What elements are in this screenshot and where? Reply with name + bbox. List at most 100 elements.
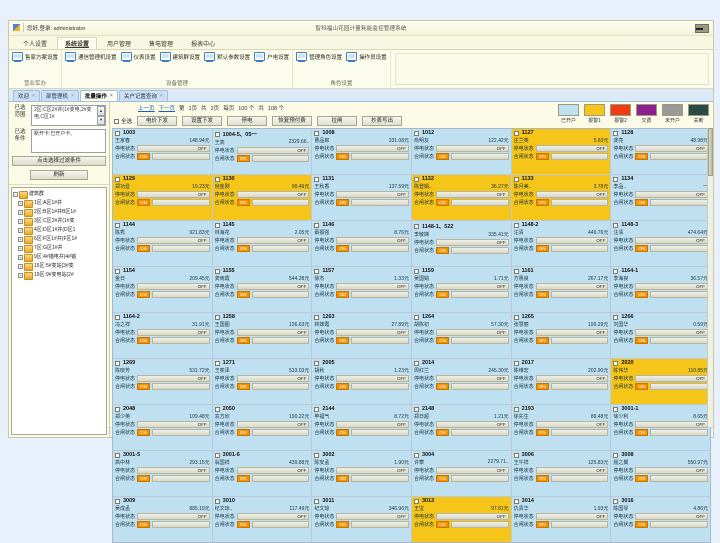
meter-cell[interactable]: 1266 刘国华 0.59元 停电状态 OFF 合闸状态 ON bbox=[611, 313, 710, 358]
window-controls-button[interactable]: ▬ bbox=[695, 24, 709, 33]
tree-node[interactable]: + 2区:B区1#井B区1# bbox=[13, 208, 105, 217]
meter-cell[interactable]: 1146 蔡振强 8.76元 停电状态 OFF 合闸状态 ON bbox=[312, 221, 411, 266]
ribbon-button-default-params[interactable]: 默认参数设置 bbox=[204, 52, 250, 62]
chevron-down-icon[interactable]: ▼ bbox=[97, 115, 105, 125]
meter-cell[interactable]: 1145 林海花 2.05元 停电状态 OFF 合闸状态 ON bbox=[212, 221, 312, 266]
tree-node[interactable]: + 3区:C区2#井(1#变 bbox=[13, 217, 105, 226]
checkbox-icon[interactable] bbox=[413, 498, 419, 504]
condition-value[interactable]: 新开卡:已开户卡, bbox=[31, 129, 106, 153]
doc-tab-batch-operation[interactable]: 批量操作 × bbox=[79, 90, 118, 101]
tree-toggle-icon[interactable]: + bbox=[18, 201, 23, 206]
tree-toggle-icon[interactable]: + bbox=[18, 264, 23, 269]
checkbox-icon[interactable] bbox=[114, 118, 119, 124]
ribbon-tab-users[interactable]: 用户管理 bbox=[107, 42, 132, 48]
checkbox-icon[interactable] bbox=[413, 130, 419, 136]
tree-toggle-icon[interactable]: + bbox=[18, 237, 23, 242]
prev-page-link[interactable]: 上一页 bbox=[138, 106, 155, 112]
meter-cell[interactable]: 1263 林妹霞 27.89元 停电状态 OFF 合闸状态 ON bbox=[312, 313, 411, 358]
checkbox-icon[interactable] bbox=[214, 452, 220, 458]
meter-cell[interactable]: 1012 俞明友 122.42元 停电状态 OFF 合闸状态 ON bbox=[411, 129, 511, 174]
checkbox-icon[interactable] bbox=[613, 314, 619, 320]
meter-cell[interactable]: 1154 金日 209.45元 停电状态 OFF 合闸状态 ON bbox=[113, 267, 212, 312]
button-export-meter[interactable]: 抄表写出 bbox=[362, 116, 403, 126]
meter-cell[interactable]: 3006 王午祥 125.83元 停电状态 OFF 合闸状态 ON bbox=[511, 451, 611, 496]
meter-cell[interactable]: 1157 徐杰 1.33元 停电状态 OFF 合闸状态 ON bbox=[312, 267, 411, 312]
checkbox-icon[interactable] bbox=[115, 406, 120, 412]
meter-cell[interactable]: 3014 仇贵华 1.93元 停电状态 OFF 合闸状态 ON bbox=[511, 497, 611, 542]
checkbox-icon[interactable] bbox=[613, 406, 619, 412]
meter-cell[interactable]: 1265 张慧丽 199.29元 停电状态 OFF 合闸状态 ON bbox=[511, 313, 611, 358]
tree-node[interactable]: + 9区:4#锚电井(4#锚 bbox=[13, 253, 105, 262]
meter-cell[interactable]: 3001-5 高中林 293.15元 停电状态 OFF 合闸状态 ON bbox=[113, 451, 212, 496]
tree-toggle-icon[interactable]: + bbox=[18, 246, 23, 251]
checkbox-icon[interactable] bbox=[214, 176, 220, 182]
checkbox-icon[interactable] bbox=[613, 360, 619, 366]
meter-cell[interactable]: 2144 苹福气 8.72元 停电状态 OFF 合闸状态 ON bbox=[312, 405, 411, 450]
checkbox-icon[interactable] bbox=[314, 406, 320, 412]
checkbox-icon[interactable] bbox=[115, 314, 120, 320]
checkbox-icon[interactable] bbox=[413, 176, 419, 182]
tree-node[interactable]: + 19区:9#变电站(2# bbox=[13, 271, 105, 280]
meter-cell[interactable]: 1127 庄兰英 5.63元 停电状态 OFF 合闸状态 ON bbox=[511, 129, 611, 174]
checkbox-icon[interactable] bbox=[214, 314, 220, 320]
checkbox-icon[interactable] bbox=[314, 360, 320, 366]
meter-cell[interactable]: 1144 陈秀 921.83元 停电状态 OFF 合闸状态 ON bbox=[113, 221, 212, 266]
checkbox-icon[interactable] bbox=[513, 222, 519, 228]
meter-cell[interactable]: 2020 陈伟华 110.85元 停电状态 OFF 合闸状态 ON bbox=[611, 359, 710, 404]
choose-filter-button[interactable]: 点击选择过滤条件 bbox=[12, 156, 106, 166]
checkbox-icon[interactable] bbox=[513, 130, 519, 136]
meter-cell[interactable]: 1131 王秋香 137.59元 停电状态 OFF 合闸状态 ON bbox=[312, 175, 411, 220]
meter-cell[interactable]: 1128 龚亮 48.98元 停电状态 OFF 合闸状态 ON bbox=[611, 129, 710, 174]
chevron-up-icon[interactable]: ▲ bbox=[97, 106, 105, 116]
checkbox-icon[interactable] bbox=[513, 452, 519, 458]
tree-node[interactable]: + 6区:F区1#井(F区1# bbox=[13, 235, 105, 244]
checkbox-icon[interactable] bbox=[214, 498, 220, 504]
button-send-price[interactable]: 电价下发 bbox=[137, 116, 178, 126]
meter-cell[interactable]: 1129 郑功显 19.23元 停电状态 OFF 合闸状态 ON bbox=[113, 175, 212, 220]
checkbox-icon[interactable] bbox=[115, 268, 120, 274]
checkbox-icon[interactable] bbox=[115, 222, 120, 228]
checkbox-icon[interactable] bbox=[314, 176, 320, 182]
ribbon-button-meter-settings[interactable]: 仪表设置 bbox=[120, 52, 156, 62]
checkbox-icon[interactable] bbox=[413, 406, 419, 412]
meter-cell[interactable]: 1004-5、05一 王高 2329.66.. 停电状态 OFF 合闸状态 ON bbox=[212, 129, 312, 174]
checkbox-icon[interactable] bbox=[513, 406, 519, 412]
meter-cell[interactable]: 1003 王家春 148.94元 停电状态 OFF 合闸状态 ON bbox=[113, 129, 212, 174]
checkbox-icon[interactable] bbox=[513, 360, 519, 366]
checkbox-icon[interactable] bbox=[115, 360, 120, 366]
meter-cell[interactable]: 3011 纪文琼 346.96元 停电状态 OFF 合闸状态 ON bbox=[312, 497, 411, 542]
checkbox-icon[interactable] bbox=[115, 498, 120, 504]
meter-cell[interactable]: 2017 陈维宏 202.90元 停电状态 OFF 合闸状态 ON bbox=[511, 359, 611, 404]
meter-cell[interactable]: 3001-6 翁国祥 439.88元 停电状态 OFF 合闸状态 ON bbox=[212, 451, 312, 496]
tree-node[interactable]: + 4区:D区1#井(D区1 bbox=[13, 226, 105, 235]
meter-cell[interactable]: 3010 纪文琼.. 117.49元 停电状态 OFF 合闸状态 ON bbox=[212, 497, 312, 542]
meter-cell[interactable]: 1159 吴国娟 1.71元 停电状态 OFF 合闸状态 ON bbox=[411, 267, 511, 312]
checkbox-icon[interactable] bbox=[613, 130, 619, 136]
checkbox-icon[interactable] bbox=[314, 498, 320, 504]
checkbox-icon[interactable] bbox=[613, 268, 619, 274]
close-icon[interactable]: × bbox=[32, 93, 35, 99]
button-restore-prepaid[interactable]: 恢复预付费 bbox=[272, 116, 313, 126]
checkbox-icon[interactable] bbox=[115, 176, 120, 182]
scope-select[interactable]: 2区:C区2#井(1#变电,2#变电,C区1# ▲ ▼ bbox=[31, 105, 106, 126]
checkbox-icon[interactable] bbox=[314, 314, 320, 320]
meter-cell[interactable]: 3016 陈国琴 4.86元 停电状态 OFF 合闸状态 ON bbox=[611, 497, 710, 542]
checkbox-icon[interactable] bbox=[115, 452, 120, 458]
ribbon-tab-system[interactable]: 系统设置 bbox=[57, 37, 98, 49]
checkbox-icon[interactable] bbox=[214, 222, 220, 228]
checkbox-icon[interactable] bbox=[513, 268, 519, 274]
ribbon-button-comm-manager[interactable]: 通信管理机设置 bbox=[65, 52, 117, 62]
meter-cell[interactable]: 2014 周红兰 245.30元 停电状态 OFF 合闸状态 ON bbox=[411, 359, 511, 404]
tree-node[interactable]: + 15区:5#变站(3#变 bbox=[13, 262, 105, 271]
meter-cell[interactable]: 2050 袁方欣 190.22元 停电状态 OFF 合闸状态 ON bbox=[212, 405, 312, 450]
meter-cell[interactable]: 1269 陈晓芳 531.72元 停电状态 OFF 合闸状态 ON bbox=[113, 359, 212, 404]
checkbox-icon[interactable] bbox=[513, 314, 519, 320]
checkbox-icon[interactable] bbox=[613, 176, 619, 182]
meter-cell[interactable]: 3002 陈安孟 1.90元 停电状态 OFF 合闸状态 ON bbox=[312, 451, 411, 496]
checkbox-icon[interactable] bbox=[413, 268, 419, 274]
checkbox-icon[interactable] bbox=[214, 360, 220, 366]
meter-cell[interactable]: 1148-3 汪清 474.64元 停电状态 OFF 合闸状态 ON bbox=[611, 221, 710, 266]
checkbox-icon[interactable] bbox=[613, 222, 619, 228]
tree-toggle-icon[interactable]: + bbox=[18, 210, 23, 215]
meter-cell[interactable]: 3008 聂之翼 550.97元 停电状态 OFF 合闸状态 ON bbox=[611, 451, 710, 496]
